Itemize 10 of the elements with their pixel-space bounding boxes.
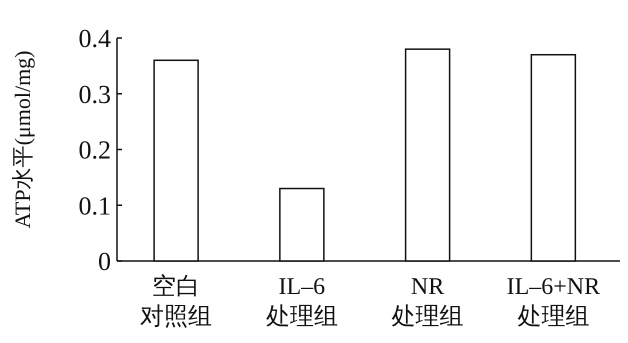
y-axis-title: ATP水平(μmol/mg) xyxy=(10,50,35,229)
y-tick-label: 0.2 xyxy=(78,136,111,164)
y-tick-label: 0 xyxy=(98,247,111,276)
x-tick-label: IL–6+NR处理组 xyxy=(506,274,600,330)
x-tick-label: NR处理组 xyxy=(392,274,464,330)
y-tick-label: 0.3 xyxy=(78,80,111,109)
x-tick-label: 空白对照组 xyxy=(140,273,212,330)
x-tick-label: IL–6处理组 xyxy=(266,274,338,330)
y-tick-label: 0.1 xyxy=(78,191,111,220)
y-tick-label: 0.4 xyxy=(78,24,111,53)
